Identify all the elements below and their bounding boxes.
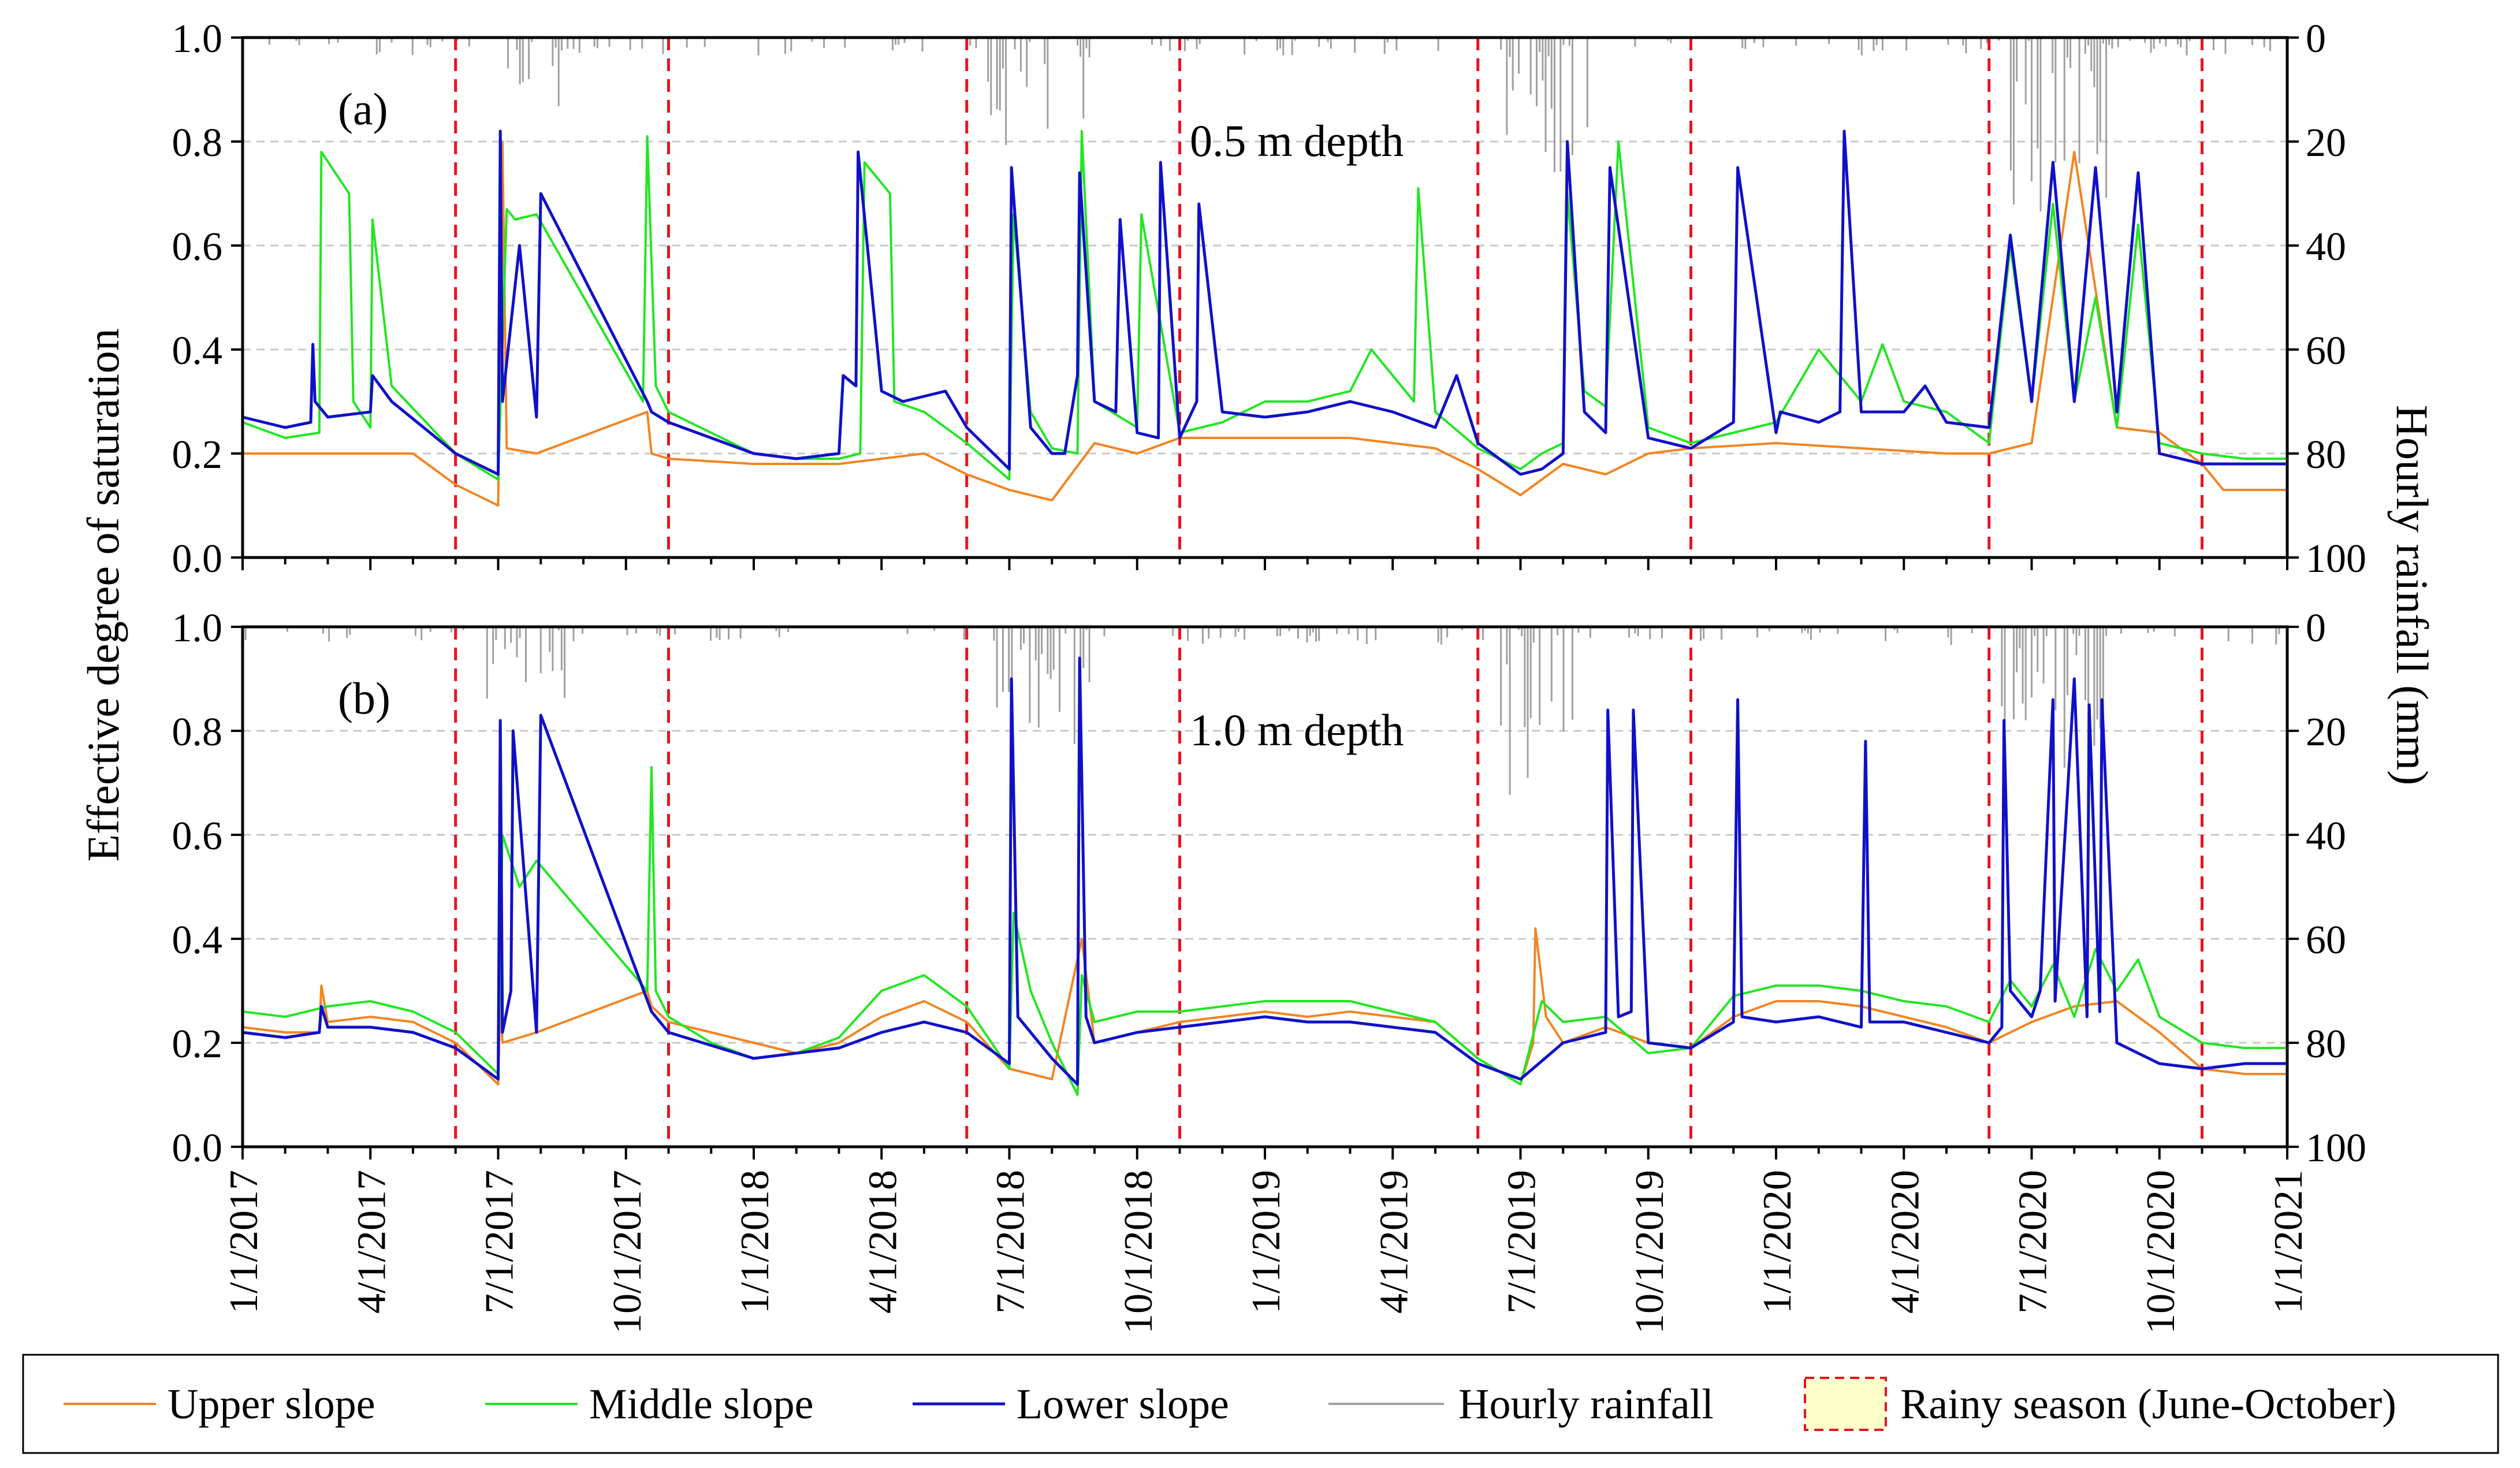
x-tick-label: 1/1/2020 (1755, 1170, 1800, 1314)
y-left-tick-label: 0.2 (172, 1022, 223, 1066)
y-axis-label-left: Effective degree of saturation (78, 328, 128, 861)
legend-lower-label: Lower slope (1017, 1381, 1229, 1428)
y-left-tick-label: 0.0 (172, 1126, 223, 1170)
x-tick-label: 7/1/2018 (989, 1170, 1033, 1314)
y-right-tick-label: 0 (2306, 606, 2326, 651)
x-tick-label: 7/1/2017 (478, 1170, 522, 1314)
legend-upper-label: Upper slope (167, 1381, 375, 1428)
x-tick-label: 1/1/2021 (2266, 1170, 2311, 1314)
y-left-tick-label: 1.0 (172, 606, 223, 651)
legend-middle-label: Middle slope (589, 1381, 813, 1428)
panel-label: (a) (338, 84, 388, 134)
depth-annotation: 1.0 m depth (1190, 705, 1404, 755)
legend-rain-label: Hourly rainfall (1458, 1381, 1714, 1428)
panel-a: 0.0 0.2 0.4 0.6 0.8 1.0 0 20 40 60 80 100 (a) 0.5 m d… (172, 17, 2367, 581)
y-right-tick-label: 40 (2306, 814, 2346, 858)
y-left-tick-label: 0.4 (172, 329, 223, 373)
series-upper-line (243, 140, 2287, 507)
y-left-tick-label: 1.0 (172, 17, 223, 61)
y-right-tick-label: 40 (2306, 225, 2346, 269)
x-tick-label: 1/1/2019 (1244, 1170, 1289, 1314)
y-right-tick-label: 80 (2306, 433, 2346, 477)
x-tick-label: 4/1/2017 (349, 1170, 394, 1314)
legend-frame (22, 1354, 2499, 1454)
y-left-tick-label: 0.4 (172, 918, 223, 962)
x-tick-label: 1/1/2017 (222, 1170, 266, 1314)
x-axis: 1/1/2017 4/1/2017 7/1/2017 10/1/2017 1/1/201… (222, 1170, 2311, 1334)
series-middle-line (242, 766, 2287, 1096)
y-right-tick-label: 20 (2306, 710, 2346, 755)
y-right-tick-label: 20 (2306, 121, 2346, 165)
x-tick-label: 4/1/2020 (1883, 1170, 1927, 1314)
x-tick-label: 4/1/2018 (861, 1170, 905, 1314)
legend-rainy-label: Rainy season (June-October) (1900, 1381, 2396, 1428)
y-left-tick-label: 0.0 (172, 537, 223, 581)
y-axis-label-right: Hourly rainfall (mm) (2387, 405, 2437, 785)
y-left-tick-label: 0.6 (172, 225, 223, 269)
series-lower-line (242, 656, 2287, 1086)
legend: Upper slope Middle slope Lower slope Hou… (22, 1354, 2499, 1454)
panel-b: 0.0 0.2 0.4 0.6 0.8 1.0 0 20 40 60 80 100 (b) 1.0 m d… (172, 606, 2367, 1170)
depth-annotation: 0.5 m depth (1190, 116, 1404, 166)
y-right-tick-label: 60 (2306, 329, 2346, 373)
y-right-tick-label: 60 (2306, 918, 2346, 962)
series-upper-line (242, 927, 2287, 1086)
y-right-tick-label: 0 (2306, 17, 2326, 61)
x-tick-label: 10/1/2018 (1116, 1170, 1161, 1334)
x-tick-label: 10/1/2019 (1628, 1170, 1672, 1334)
y-left-tick-label: 0.8 (172, 710, 223, 755)
rainfall-bars (241, 38, 2271, 212)
y-left-tick-label: 0.2 (172, 433, 223, 477)
y-left-tick-label: 0.6 (172, 814, 223, 858)
series-lower-line (242, 129, 2287, 476)
y-right-tick-label: 100 (2306, 537, 2366, 581)
x-tick-label: 10/1/2020 (2139, 1170, 2183, 1334)
series-middle-line (242, 130, 2287, 481)
y-right-tick-label: 80 (2306, 1022, 2346, 1066)
panel-label: (b) (338, 673, 390, 723)
x-tick-label: 7/1/2020 (2011, 1170, 2056, 1314)
y-left-tick-label: 0.8 (172, 121, 223, 165)
x-tick-label: 1/1/2018 (733, 1170, 777, 1314)
x-tick-label: 10/1/2017 (605, 1170, 650, 1334)
rainfall-bars (244, 627, 2280, 795)
y-right-tick-label: 100 (2306, 1126, 2366, 1170)
x-tick-label: 4/1/2019 (1372, 1170, 1416, 1314)
x-tick-label: 7/1/2019 (1500, 1170, 1544, 1314)
legend-rainy-season-swatch (1804, 1377, 1887, 1431)
